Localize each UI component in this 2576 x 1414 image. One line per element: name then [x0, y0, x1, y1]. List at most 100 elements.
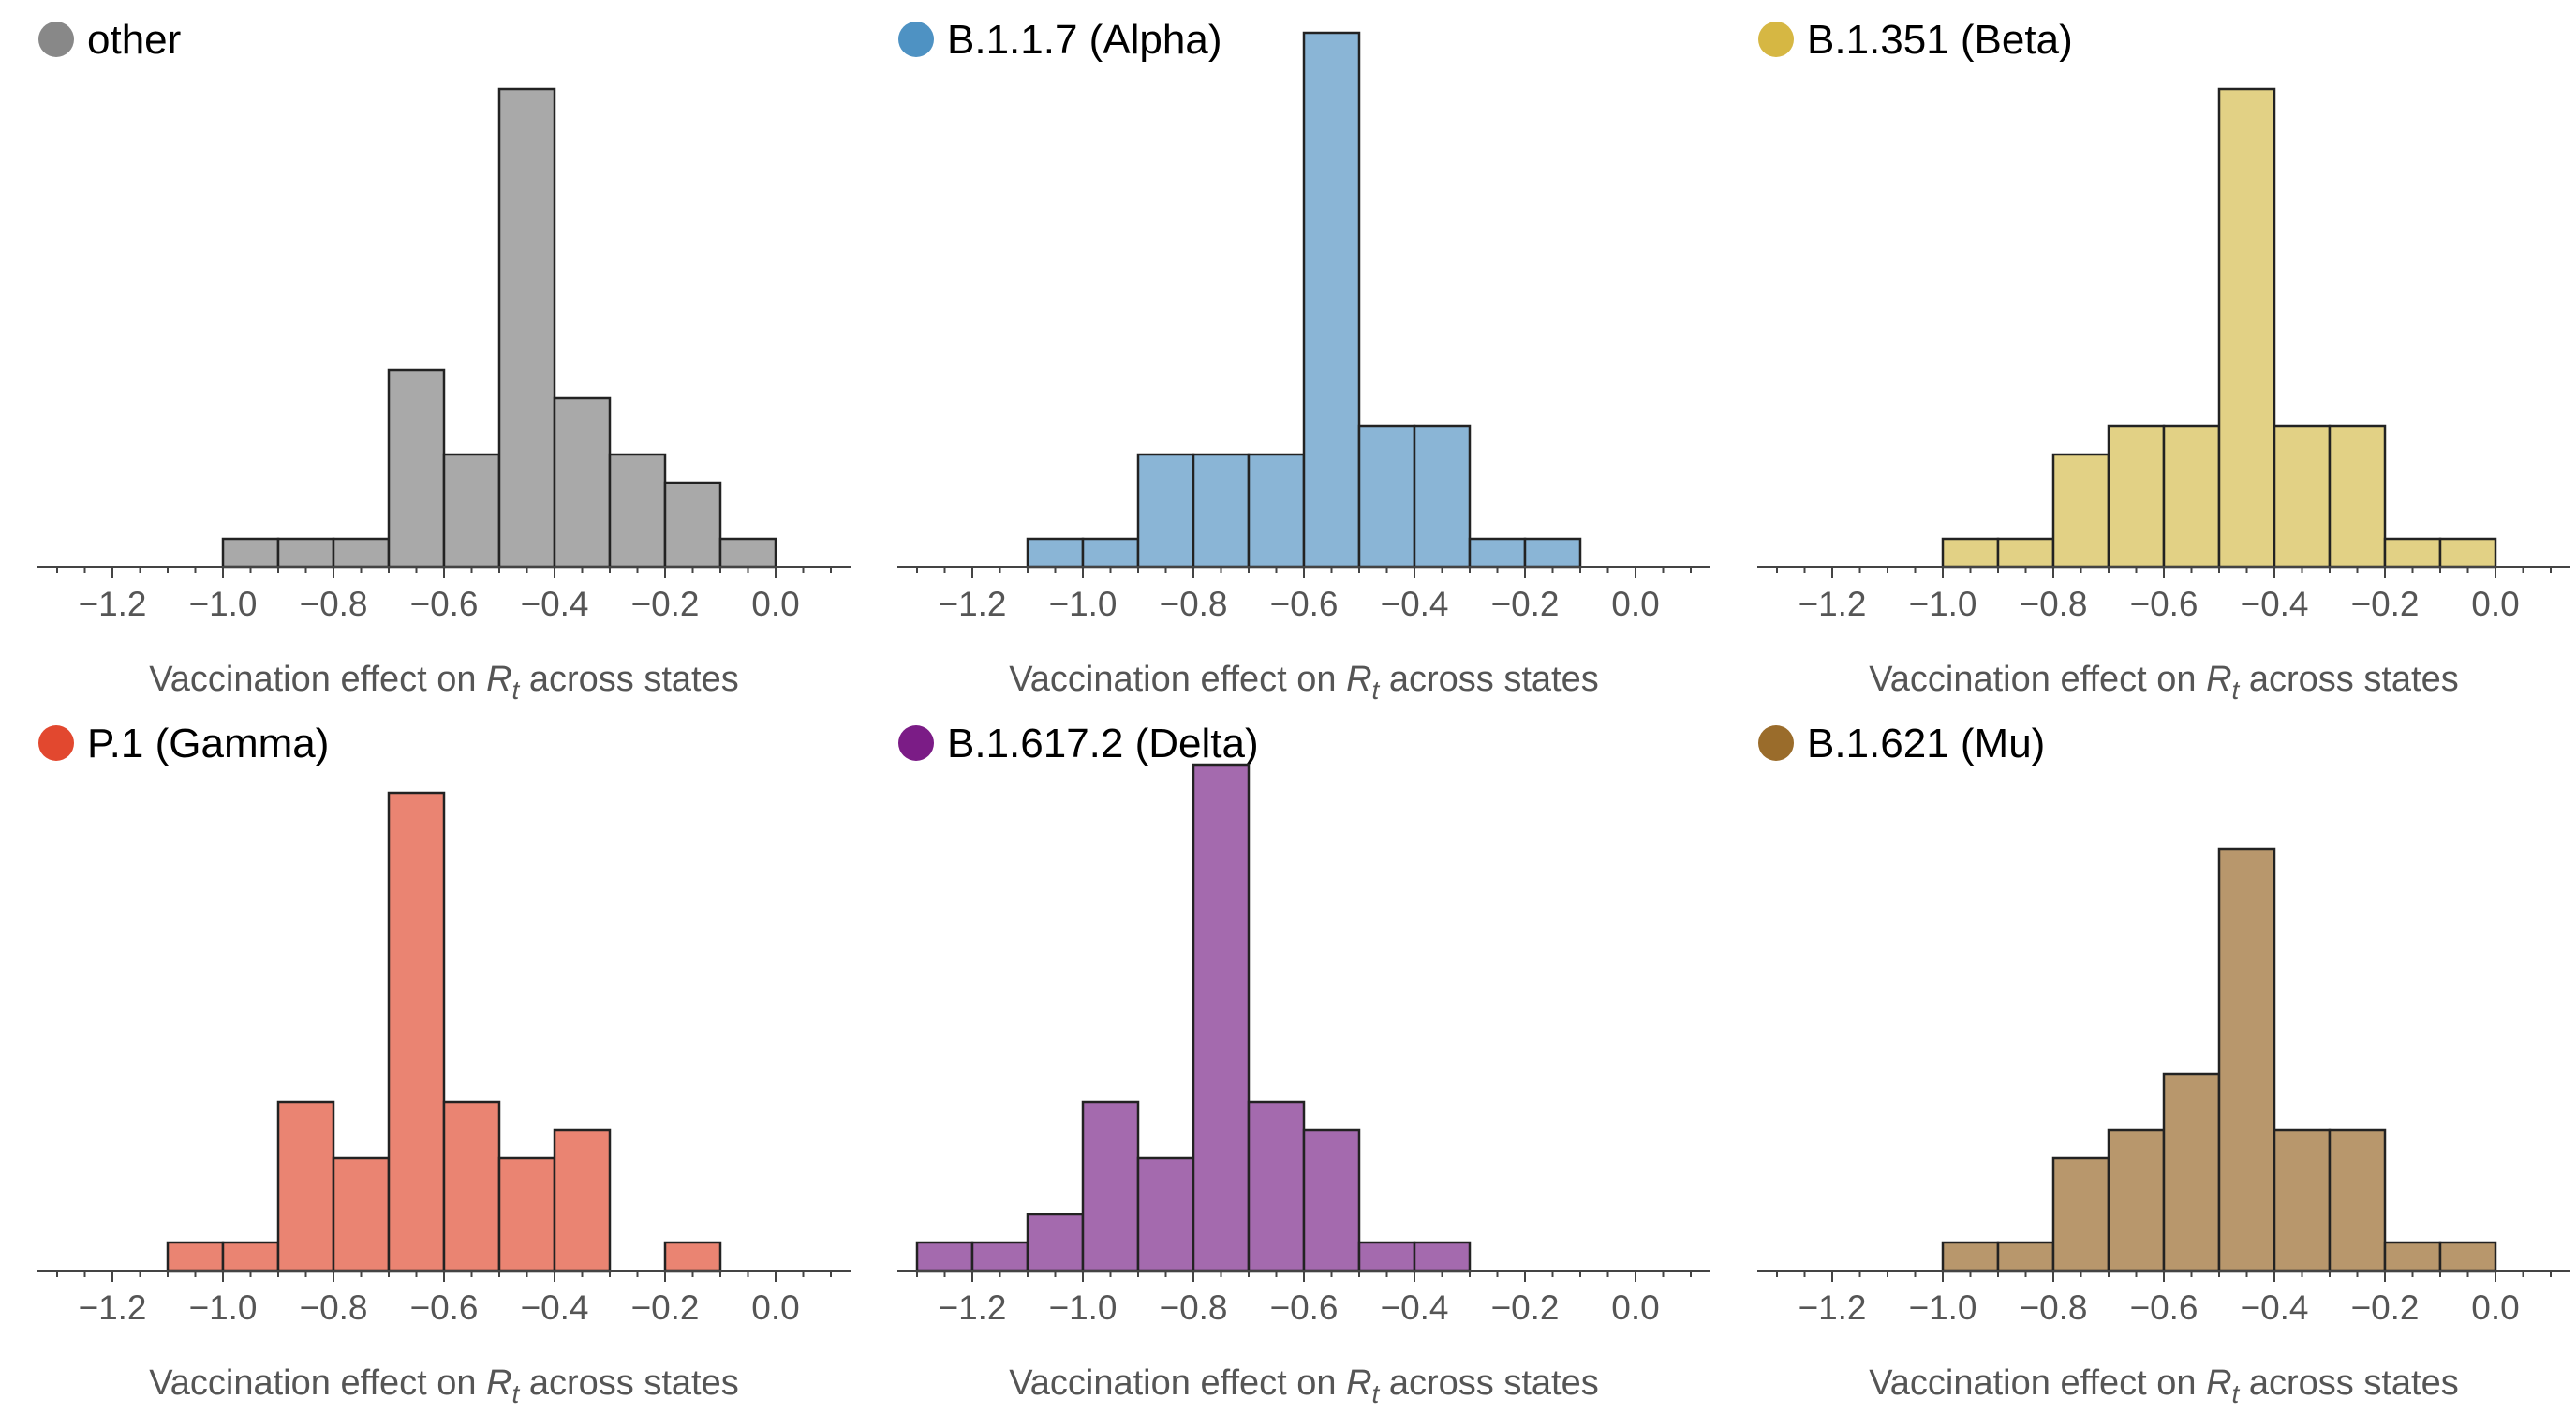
x-axis-label-suffix: across states	[1379, 660, 1598, 699]
histogram-bar	[1468, 537, 1527, 569]
histogram-bar	[166, 1241, 225, 1273]
x-tick-label: −1.2	[938, 1288, 1006, 1327]
histogram-bar	[1996, 537, 2055, 569]
x-tick-label: −1.0	[188, 585, 257, 623]
x-tick-label: −1.2	[78, 1288, 146, 1327]
x-tick-label: 0.0	[2471, 585, 2519, 623]
x-tick-label: −0.4	[2240, 585, 2308, 623]
histogram-bar	[2162, 1072, 2221, 1273]
x-axis-label: Vaccination effect on Rt across states	[1869, 1363, 2459, 1408]
histogram-panel: B.1.1.7 (Alpha) −1.2 −1.0 −0.8 −0.6 −0.4 −0.2 0…	[897, 17, 1710, 705]
x-axis-label-variable: R	[486, 1363, 511, 1403]
x-axis-label-prefix: Vaccination effect on	[149, 1363, 486, 1403]
x-tick-label: 0.0	[1611, 1288, 1659, 1327]
x-axis-label-prefix: Vaccination effect on	[1869, 1363, 2206, 1403]
histogram-bar	[718, 537, 777, 569]
histogram-bar	[1081, 537, 1140, 569]
x-axis-label-variable: R	[486, 660, 511, 699]
histogram-bar	[2383, 1241, 2442, 1273]
histogram-bar	[221, 537, 280, 569]
x-axis-label-variable: R	[2206, 1363, 2231, 1403]
histogram-bar	[442, 1100, 501, 1273]
histogram-bar	[2107, 424, 2166, 569]
x-tick-label: −0.2	[1490, 1288, 1559, 1327]
histogram-bar	[2383, 537, 2442, 569]
x-tick-label: 0.0	[1611, 585, 1659, 623]
histogram-bar	[1523, 537, 1582, 569]
x-tick-label: −0.6	[1269, 585, 1338, 623]
x-tick-label: −0.4	[1380, 1288, 1448, 1327]
histogram-bar	[1357, 1241, 1416, 1273]
x-tick-label: −0.4	[520, 1288, 588, 1327]
histogram-bar	[1136, 453, 1195, 569]
histogram-bar	[2051, 453, 2110, 569]
x-tick-label: −0.2	[2350, 1288, 2419, 1327]
histogram-bar	[1302, 1128, 1361, 1273]
x-axis-label-subscript: t	[2232, 1379, 2241, 1408]
histogram-bar	[2273, 1128, 2332, 1273]
panel-title: other	[87, 17, 181, 63]
histogram-bar	[970, 1241, 1029, 1273]
x-axis-label: Vaccination effect on Rt across states	[149, 660, 739, 705]
x-tick-label: −0.8	[1159, 585, 1227, 623]
histogram-bar	[1413, 1241, 1472, 1273]
panel-title: B.1.1.7 (Alpha)	[947, 17, 1222, 63]
x-tick-label: −1.2	[938, 585, 1006, 623]
histogram-bar	[221, 1241, 280, 1273]
x-tick-label: −0.2	[630, 585, 699, 623]
histogram-bar	[332, 537, 391, 569]
x-axis-label-prefix: Vaccination effect on	[1869, 660, 2206, 699]
x-tick-label: −0.8	[2019, 585, 2087, 623]
histogram-bar	[1026, 537, 1085, 569]
x-axis-label: Vaccination effect on Rt across states	[1009, 1363, 1599, 1408]
x-tick-label: −0.8	[299, 585, 367, 623]
histogram-panel: B.1.617.2 (Delta) −1.2 −1.0 −0.8 −0.6 −0.4 −0.…	[897, 721, 1710, 1408]
x-tick-label: −1.0	[1908, 1288, 1976, 1327]
histogram-panel: other −1.2 −1.0 −0.8 −0.6 −0.4 −0.2 0.0 Vaccinat…	[37, 17, 851, 705]
histogram-bar	[1413, 424, 1472, 569]
x-axis-label-suffix: across states	[2239, 660, 2458, 699]
panel-title: B.1.351 (Beta)	[1807, 17, 2073, 63]
histogram-bar	[1081, 1100, 1140, 1273]
x-axis-label: Vaccination effect on Rt across states	[1009, 660, 1599, 705]
x-tick-label: −0.4	[520, 585, 588, 623]
histogram-bar	[2438, 537, 2497, 569]
histogram-bar	[442, 453, 501, 569]
legend-marker	[38, 22, 74, 57]
histogram-bar	[663, 1241, 722, 1273]
panel-title: B.1.617.2 (Delta)	[947, 721, 1259, 767]
x-axis-label-subscript: t	[512, 676, 521, 705]
legend-marker	[1758, 725, 1794, 761]
x-axis-label-subscript: t	[1372, 1379, 1381, 1408]
histogram-bar	[387, 791, 446, 1273]
x-axis-label-prefix: Vaccination effect on	[1009, 660, 1346, 699]
x-axis-label-subscript: t	[512, 1379, 521, 1408]
x-tick-label: −1.0	[188, 1288, 257, 1327]
x-tick-label: −0.4	[2240, 1288, 2308, 1327]
histogram-bar	[497, 1156, 556, 1273]
histogram-bar	[497, 87, 556, 569]
histogram-bar	[387, 368, 446, 569]
legend-marker	[1758, 22, 1794, 57]
histogram-bar	[1247, 1100, 1306, 1273]
x-axis-label-variable: R	[2206, 660, 2231, 699]
x-tick-label: −1.0	[1908, 585, 1976, 623]
histogram-bar	[1941, 1241, 2000, 1273]
histogram-bar	[663, 481, 722, 569]
histogram-bar	[1996, 1241, 2055, 1273]
histogram-panel: B.1.621 (Mu) −1.2 −1.0 −0.8 −0.6 −0.4 −0.2 0.0 V…	[1757, 721, 2570, 1408]
x-tick-label: −0.2	[2350, 585, 2419, 623]
histogram-bar	[1357, 424, 1416, 569]
x-tick-label: 0.0	[751, 585, 799, 623]
x-axis-label-subscript: t	[1372, 676, 1381, 705]
legend-marker	[38, 725, 74, 761]
x-tick-label: −0.8	[1159, 1288, 1227, 1327]
histogram-bar	[1247, 453, 1306, 569]
histogram-bar	[276, 537, 335, 569]
x-axis-label: Vaccination effect on Rt across states	[149, 1363, 739, 1408]
histogram-bar	[2328, 424, 2387, 569]
histogram-panel: B.1.351 (Beta) −1.2 −1.0 −0.8 −0.6 −0.4 −0.2 0.…	[1757, 17, 2570, 705]
x-axis-label-suffix: across states	[1379, 1363, 1598, 1403]
x-tick-label: −1.2	[1798, 585, 1866, 623]
histogram-bar	[332, 1156, 391, 1273]
